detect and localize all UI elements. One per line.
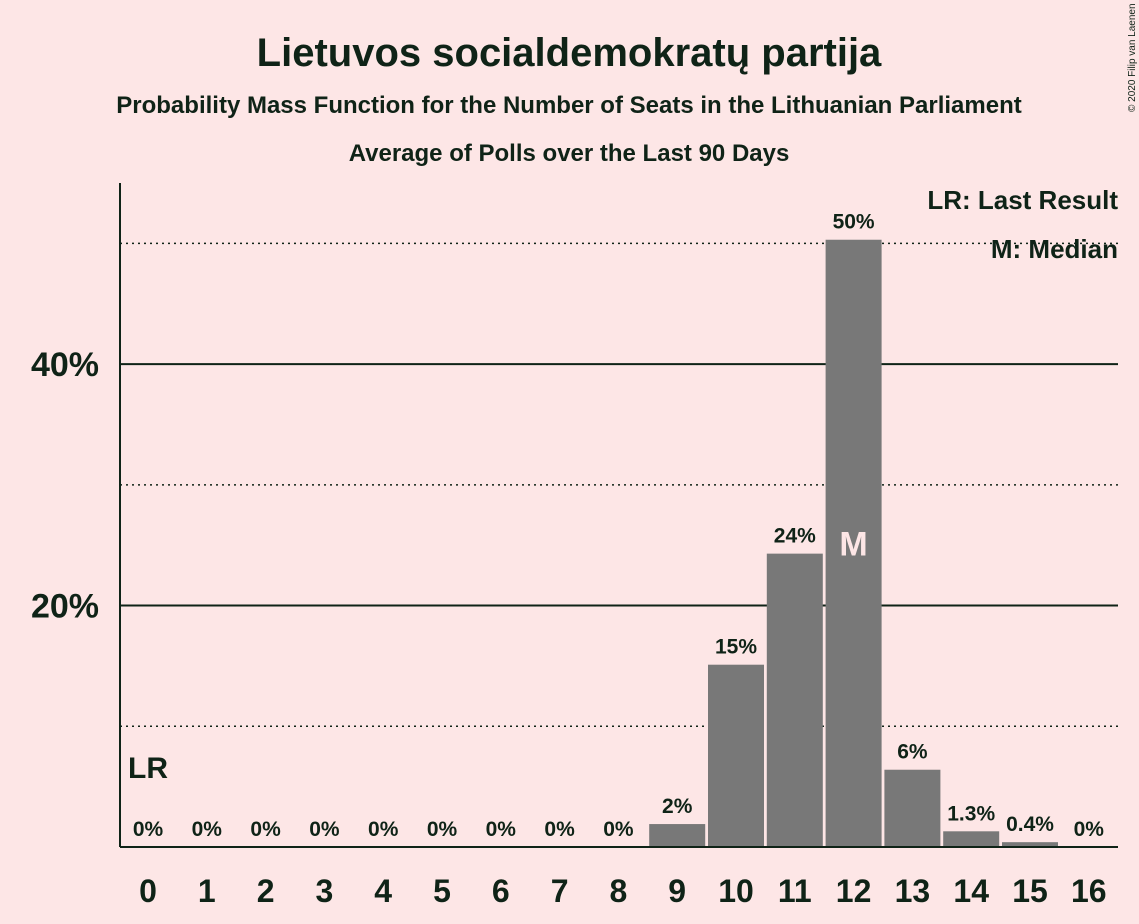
value-label: 0% xyxy=(603,818,634,841)
value-label: 0.4% xyxy=(1006,813,1054,836)
chart-subtitle: Probability Mass Function for the Number… xyxy=(116,92,1021,119)
value-label: 6% xyxy=(897,741,928,764)
x-tick-labels: 0 1 2 3 4 5 6 7 8 9 10 11 12 13 14 15 16 xyxy=(139,873,1106,909)
x-tick-label: 9 xyxy=(668,873,686,909)
value-label: 0% xyxy=(192,818,223,841)
x-tick-label: 11 xyxy=(778,873,812,909)
x-tick-label: 16 xyxy=(1071,873,1107,909)
x-tick-label: 1 xyxy=(198,873,216,909)
value-label: 0% xyxy=(544,818,575,841)
bar xyxy=(708,664,764,847)
median-marker: M xyxy=(839,525,867,563)
x-tick-label: 5 xyxy=(433,873,451,909)
y-tick-label: 40% xyxy=(31,346,99,384)
legend-median: M: Median xyxy=(991,234,1118,264)
chart-subtitle-period: Average of Polls over the Last 90 Days xyxy=(349,140,790,167)
y-tick-labels: 20% 40% xyxy=(31,346,99,625)
gridlines xyxy=(120,242,1118,728)
value-label: 0% xyxy=(309,818,340,841)
bar xyxy=(1002,842,1058,847)
last-result-marker: LR xyxy=(128,752,168,785)
copyright-notice: © 2020 Filip van Laenen xyxy=(1127,3,1138,112)
x-tick-label: 0 xyxy=(139,873,157,909)
value-label: 1.3% xyxy=(947,802,995,825)
value-label: 50% xyxy=(833,211,875,234)
bar xyxy=(943,831,1000,847)
value-label: 24% xyxy=(774,525,816,548)
x-tick-label: 4 xyxy=(374,873,392,909)
x-tick-label: 15 xyxy=(1012,873,1048,909)
bar xyxy=(766,553,823,847)
x-tick-label: 2 xyxy=(257,873,275,909)
x-tick-label: 6 xyxy=(492,873,510,909)
value-label: 0% xyxy=(486,818,517,841)
value-label: 2% xyxy=(662,795,693,818)
x-tick-label: 10 xyxy=(718,873,754,909)
bars xyxy=(649,239,1058,847)
axes xyxy=(119,183,1118,848)
bar xyxy=(884,769,941,847)
x-tick-label: 3 xyxy=(316,873,334,909)
value-label: 15% xyxy=(715,636,757,659)
bar xyxy=(825,239,882,847)
legend-last-result: LR: Last Result xyxy=(927,185,1118,215)
value-label: 0% xyxy=(427,818,458,841)
value-label: 0% xyxy=(250,818,281,841)
value-label: 0% xyxy=(368,818,399,841)
value-labels: 0% 0% 0% 0% 0% 0% 0% 0% 0% 2% 15% 24% 50% 6% 1.3% 0.4% 0… xyxy=(128,211,1104,841)
x-tick-label: 12 xyxy=(836,873,872,909)
x-tick-label: 14 xyxy=(953,873,989,909)
value-label: 0% xyxy=(1074,818,1105,841)
bar xyxy=(649,824,706,847)
x-tick-label: 7 xyxy=(551,873,569,909)
x-tick-label: 8 xyxy=(610,873,628,909)
value-label: 0% xyxy=(133,818,164,841)
y-tick-label: 20% xyxy=(31,588,99,626)
legend: LR: Last Result M: Median xyxy=(927,185,1118,264)
chart-title: Lietuvos socialdemokratų partija xyxy=(257,31,882,75)
x-tick-label: 13 xyxy=(895,873,931,909)
